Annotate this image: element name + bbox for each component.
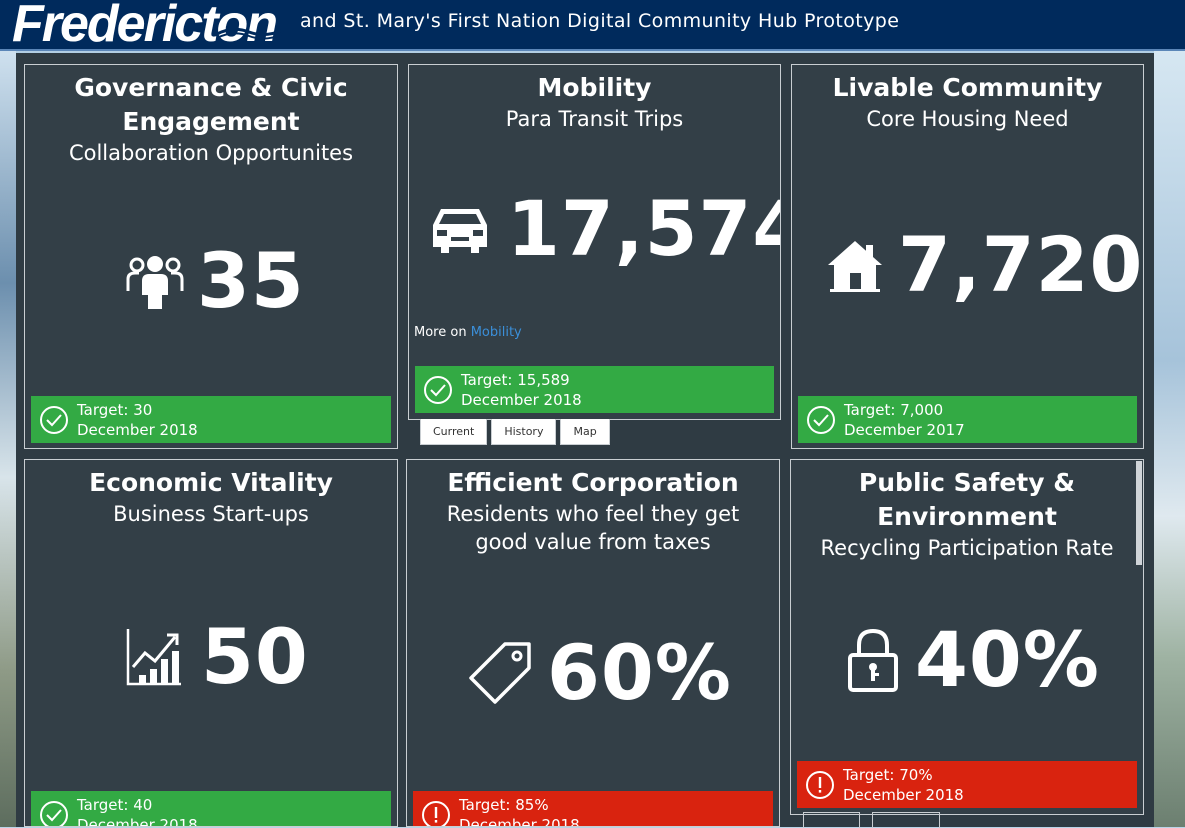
metric-value: 60% bbox=[547, 628, 732, 717]
mobility-view-tabs: Current History Map bbox=[420, 419, 610, 445]
check-circle-icon bbox=[40, 406, 68, 434]
target-status-missed: Target: 70% December 2018 bbox=[797, 761, 1137, 808]
card-scrollbar[interactable] bbox=[1136, 461, 1142, 565]
card-title: Livable Community bbox=[832, 73, 1103, 102]
card-subtitle: Residents who feel they get good value f… bbox=[446, 502, 740, 554]
house-icon bbox=[828, 241, 882, 292]
metric-value: 40% bbox=[915, 615, 1100, 704]
more-info: More on Mobility bbox=[414, 325, 522, 340]
metric-value: 50 bbox=[201, 612, 309, 701]
card-efficient-corporation[interactable]: Efficient Corporation Residents who feel… bbox=[406, 459, 780, 827]
tab-current[interactable]: Current bbox=[420, 419, 488, 445]
card-subtitle: Core Housing Need bbox=[866, 107, 1069, 131]
page-subtitle: and St. Mary's First Nation Digital Comm… bbox=[300, 10, 900, 32]
logo-wave-icon bbox=[216, 27, 284, 40]
target-label: Target: 85% bbox=[459, 796, 549, 814]
more-prefix: More on bbox=[414, 325, 467, 340]
target-date: December 2018 bbox=[461, 391, 582, 409]
tab-stub[interactable] bbox=[872, 812, 940, 828]
metric-value: 17,574 bbox=[507, 184, 781, 273]
card-subtitle: Business Start-ups bbox=[113, 502, 309, 526]
target-date: December 2018 bbox=[459, 816, 580, 827]
target-label: Target: 15,589 bbox=[461, 371, 570, 389]
card-title: Public Safety & Environment bbox=[858, 468, 1076, 531]
target-date: December 2018 bbox=[77, 421, 198, 439]
tab-stub[interactable] bbox=[803, 812, 860, 828]
card-economic-vitality[interactable]: Economic Vitality Business Start-ups 50 … bbox=[24, 459, 398, 827]
target-label: Target: 30 bbox=[77, 401, 153, 419]
people-group-icon bbox=[126, 256, 184, 309]
more-on-mobility-link[interactable]: Mobility bbox=[470, 325, 522, 340]
padlock-icon bbox=[848, 628, 898, 692]
metric: 35 bbox=[125, 241, 305, 321]
card-governance[interactable]: Governance & Civic Engagement Collaborat… bbox=[24, 64, 398, 449]
metric: 60% bbox=[467, 633, 732, 713]
target-status-met: Target: 30 December 2018 bbox=[31, 396, 391, 443]
alert-circle-icon bbox=[806, 771, 834, 799]
target-status-met: Target: 40 December 2018 bbox=[31, 791, 391, 827]
card-public-safety[interactable]: Public Safety & Environment Recycling Pa… bbox=[790, 459, 1144, 815]
tab-history[interactable]: History bbox=[491, 419, 557, 445]
metric: 17,574 bbox=[431, 184, 781, 273]
card-subtitle: Para Transit Trips bbox=[505, 107, 684, 131]
check-circle-icon bbox=[424, 376, 452, 404]
card-subtitle: Collaboration Opportunites bbox=[68, 141, 354, 165]
card-mobility[interactable]: Mobility Para Transit Trips 17,574 More … bbox=[408, 64, 781, 420]
check-circle-icon bbox=[40, 801, 68, 826]
metric: 40% bbox=[847, 620, 1100, 700]
background-image-left bbox=[0, 50, 16, 827]
growth-chart-icon bbox=[126, 629, 181, 686]
metric: 7,720 bbox=[826, 225, 1143, 305]
fredericton-logo[interactable]: Fredericton bbox=[12, 0, 278, 53]
card-livable-community[interactable]: Livable Community Core Housing Need 7,72… bbox=[791, 64, 1144, 449]
tab-map[interactable]: Map bbox=[560, 419, 610, 445]
metric: 50 bbox=[125, 617, 309, 697]
card-title: Efficient Corporation bbox=[447, 468, 739, 497]
target-status-missed: Target: 85% December 2018 bbox=[413, 791, 773, 827]
target-label: Target: 7,000 bbox=[844, 401, 944, 419]
target-date: December 2017 bbox=[844, 421, 965, 439]
target-date: December 2018 bbox=[843, 786, 964, 804]
alert-circle-icon bbox=[422, 801, 450, 826]
target-label: Target: 40 bbox=[77, 796, 153, 814]
car-icon bbox=[433, 209, 487, 253]
target-status-met: Target: 7,000 December 2017 bbox=[798, 396, 1137, 443]
metric-value: 35 bbox=[197, 236, 305, 325]
target-label: Target: 70% bbox=[843, 766, 933, 784]
check-circle-icon bbox=[807, 406, 835, 434]
card-title: Economic Vitality bbox=[89, 468, 333, 497]
price-tag-icon bbox=[469, 642, 531, 704]
metric-value: 7,720 bbox=[898, 220, 1144, 309]
background-image-right bbox=[1154, 50, 1185, 827]
card-subtitle: Recycling Participation Rate bbox=[820, 536, 1114, 560]
card-title: Mobility bbox=[537, 73, 652, 102]
app-header: Fredericton and St. Mary's First Nation … bbox=[0, 0, 1185, 53]
target-status-met: Target: 15,589 December 2018 bbox=[415, 366, 774, 413]
card-title: Governance & Civic Engagement bbox=[74, 73, 348, 136]
target-date: December 2018 bbox=[77, 816, 198, 827]
